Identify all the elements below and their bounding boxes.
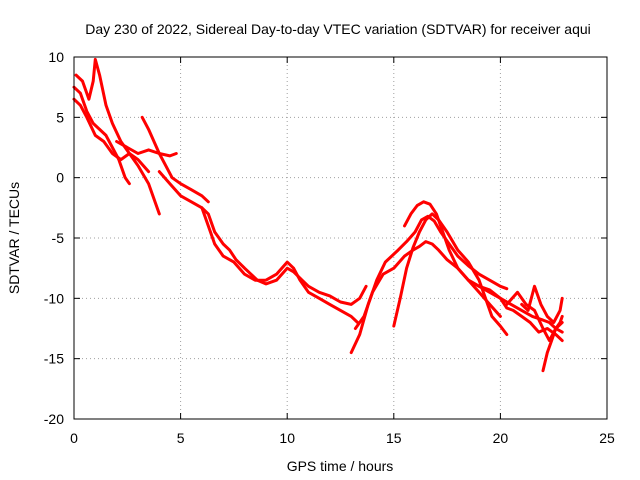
y-tick-label: 10 <box>48 49 64 65</box>
series-line-arc-1 <box>72 85 131 186</box>
axis-ticks: 0 5 10 15 20 25 -20 -15 -10 -5 0 5 10 <box>44 49 615 446</box>
chart-title: Day 230 of 2022, Sidereal Day-to-day VTE… <box>85 21 591 37</box>
x-tick-label: 20 <box>493 430 509 446</box>
y-tick-label: -10 <box>44 290 64 306</box>
series-line-arc-5 <box>140 115 210 204</box>
series-line-arc-12 <box>466 278 564 343</box>
series-line-arc-11 <box>403 200 564 334</box>
series-line-arc-10 <box>392 212 509 336</box>
x-tick-label: 0 <box>70 430 78 446</box>
y-tick-label: 5 <box>56 109 64 125</box>
y-tick-label: -5 <box>52 230 65 246</box>
series-line-arc-4 <box>115 140 178 158</box>
x-tick-label: 15 <box>386 430 402 446</box>
plot-frame <box>73 56 608 420</box>
series-line-arc-14 <box>520 284 564 324</box>
y-tick-label: 0 <box>56 170 64 186</box>
series-line-arc-15 <box>541 314 564 373</box>
series-line-arc-9 <box>353 240 502 330</box>
series-line-arc-8 <box>349 214 509 355</box>
x-tick-label: 10 <box>279 430 295 446</box>
y-axis-label: SDTVAR / TECUs <box>6 182 22 294</box>
grid <box>74 57 607 419</box>
x-tick-label: 5 <box>177 430 185 446</box>
y-tick-label: -15 <box>44 351 64 367</box>
series-line-arc-7 <box>200 206 360 324</box>
x-axis-label: GPS time / hours <box>287 458 394 474</box>
x-tick-label: 25 <box>599 430 615 446</box>
series-group <box>72 57 564 373</box>
series-line-arc-3 <box>72 97 161 216</box>
y-tick-label: -20 <box>44 411 64 427</box>
